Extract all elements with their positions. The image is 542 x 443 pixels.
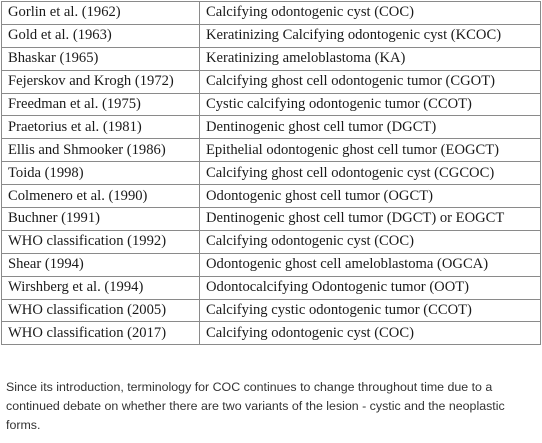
- table-row: Gorlin et al. (1962) Calcifying odontogen…: [1, 1, 541, 25]
- table-row: Praetorius et al. (1981) Dentinogenic gho…: [1, 115, 541, 140]
- terminology-cell: Odontogenic ghost cell tumor (OGCT): [199, 184, 541, 209]
- table-row: Colmenero et al. (1990) Odontogenic ghost…: [1, 184, 541, 209]
- author-year-cell: Gold et al. (1963): [1, 23, 200, 48]
- author-year-cell: Praetorius et al. (1981): [1, 115, 200, 140]
- terminology-cell: Keratinizing Calcifying odontogenic cyst…: [199, 23, 541, 48]
- author-year-cell: Ellis and Shmooker (1986): [1, 138, 200, 163]
- table-footnote: Since its introduction, terminology for …: [6, 380, 505, 432]
- author-year-cell: WHO classification (2017): [1, 321, 200, 346]
- table-row: Wirshberg et al. (1994) Odontocalcifying …: [1, 275, 541, 300]
- terminology-cell: Calcifying cystic odontogenic tumor (CCO…: [199, 298, 541, 323]
- table-row: Toida (1998) Calcifying ghost cell odonto…: [1, 161, 541, 186]
- terminology-cell: Cystic calcifying odontogenic tumor (CCO…: [199, 92, 541, 117]
- author-year-cell: Shear (1994): [1, 252, 200, 277]
- terminology-cell: Calcifying ghost cell odontogenic tumor …: [199, 69, 541, 94]
- table-row: WHO classification (1992) Calcifying odon…: [1, 229, 541, 254]
- terminology-cell: Calcifying odontogenic cyst (COC): [199, 229, 541, 254]
- table-row: Bhaskar (1965) Keratinizing ameloblastoma…: [1, 46, 541, 71]
- table-body: Gorlin et al. (1962) Calcifying odontogen…: [1, 1, 541, 346]
- terminology-cell: Calcifying odontogenic cyst (COC): [199, 1, 541, 25]
- terminology-table: Gorlin et al. (1962) Calcifying odontogen…: [1, 1, 541, 346]
- author-year-cell: Toida (1998): [1, 161, 200, 186]
- terminology-cell: Calcifying odontogenic cyst (COC): [199, 321, 541, 346]
- author-year-cell: Freedman et al. (1975): [1, 92, 200, 117]
- author-year-cell: WHO classification (2005): [1, 298, 200, 323]
- table-row: Fejerskov and Krogh (1972) Calcifying gho…: [1, 69, 541, 94]
- author-year-cell: Bhaskar (1965): [1, 46, 200, 71]
- author-year-cell: Fejerskov and Krogh (1972): [1, 69, 200, 94]
- table-row: WHO classification (2005) Calcifying cyst…: [1, 298, 541, 323]
- author-year-cell: Buchner (1991): [1, 207, 200, 231]
- terminology-cell: Dentinogenic ghost cell tumor (DGCT) or …: [199, 207, 541, 231]
- author-year-cell: Colmenero et al. (1990): [1, 184, 200, 209]
- author-year-cell: Wirshberg et al. (1994): [1, 275, 200, 300]
- author-year-cell: WHO classification (1992): [1, 229, 200, 254]
- terminology-cell: Keratinizing ameloblastoma (KA): [199, 46, 541, 71]
- table-row: Ellis and Shmooker (1986) Epithelial odon…: [1, 138, 541, 163]
- table-row: Shear (1994) Odontogenic ghost cell amelo…: [1, 252, 541, 277]
- table-row: WHO classification (2017) Calcifying odon…: [1, 321, 541, 346]
- table-row: Buchner (1991) Dentinogenic ghost cell tu…: [1, 207, 541, 231]
- author-year-cell: Gorlin et al. (1962): [1, 1, 200, 25]
- terminology-cell: Odontogenic ghost cell ameloblastoma (OG…: [199, 252, 541, 277]
- table-row: Gold et al. (1963) Keratinizing Calcifyin…: [1, 23, 541, 48]
- table-row: Freedman et al. (1975) Cystic calcifying …: [1, 92, 541, 117]
- terminology-cell: Odontocalcifying Odontogenic tumor (OOT): [199, 275, 541, 300]
- terminology-cell: Dentinogenic ghost cell tumor (DGCT): [199, 115, 541, 140]
- terminology-cell: Epithelial odontogenic ghost cell tumor …: [199, 138, 541, 163]
- terminology-cell: Calcifying ghost cell odontogenic cyst (…: [199, 161, 541, 186]
